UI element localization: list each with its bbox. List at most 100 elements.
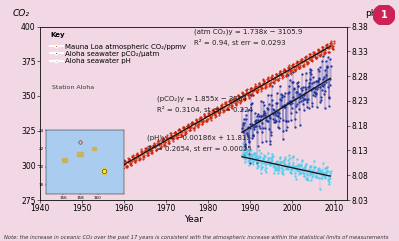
Point <box>256 154 262 158</box>
Point <box>260 100 267 104</box>
Point <box>295 84 302 87</box>
Point <box>265 151 271 155</box>
Point <box>263 162 270 166</box>
Point <box>280 129 286 133</box>
Point <box>323 80 329 84</box>
Point <box>311 166 318 169</box>
Point <box>276 119 282 122</box>
Point <box>279 172 286 175</box>
Point <box>275 171 282 174</box>
Point <box>277 84 284 88</box>
Point <box>77 140 84 143</box>
Point <box>293 167 299 171</box>
Point <box>306 81 312 85</box>
Point <box>241 157 248 161</box>
Point <box>257 118 263 122</box>
Point <box>255 119 262 122</box>
Point <box>286 100 292 104</box>
Point <box>273 168 280 172</box>
Point <box>318 98 324 102</box>
Point <box>286 84 292 88</box>
Point <box>239 153 245 157</box>
Point <box>264 106 271 110</box>
Point <box>312 91 319 95</box>
Point <box>296 167 302 171</box>
Point <box>296 107 302 111</box>
Point <box>268 94 274 97</box>
Point <box>241 153 247 157</box>
Point <box>284 165 290 169</box>
Point <box>278 98 284 102</box>
Point <box>307 67 314 71</box>
Point <box>250 160 257 164</box>
Point <box>296 171 303 175</box>
Point <box>279 104 285 108</box>
Point <box>320 77 326 81</box>
Point <box>328 169 334 173</box>
Point <box>276 168 282 172</box>
Point <box>274 101 280 105</box>
Point <box>322 174 329 177</box>
Point <box>317 65 323 69</box>
Point <box>241 151 247 155</box>
Point <box>262 167 269 171</box>
Point <box>287 100 293 103</box>
Point <box>252 153 258 157</box>
Point <box>254 161 261 165</box>
Point <box>259 130 265 134</box>
Point <box>308 72 314 76</box>
Point <box>279 170 285 174</box>
Point <box>242 143 248 147</box>
Point <box>302 91 308 95</box>
Point <box>283 119 289 123</box>
Point <box>265 114 272 118</box>
Point <box>294 169 301 173</box>
Point <box>255 159 262 163</box>
Point <box>306 164 313 168</box>
Point <box>279 172 285 175</box>
Point <box>263 115 270 119</box>
Circle shape <box>373 5 395 25</box>
Point <box>241 117 247 121</box>
Point <box>322 106 328 110</box>
Point <box>317 187 323 191</box>
Point <box>309 81 316 85</box>
Point <box>245 135 251 139</box>
Text: CO₂: CO₂ <box>12 9 29 18</box>
Point <box>241 121 247 125</box>
Point <box>258 114 265 118</box>
Point <box>282 157 288 161</box>
Text: R² = 0.2654, st err = 0.00025: R² = 0.2654, st err = 0.00025 <box>147 145 252 152</box>
Point <box>268 156 274 160</box>
Point <box>261 103 268 107</box>
Point <box>301 174 307 178</box>
Point <box>281 103 288 107</box>
Point <box>300 98 306 102</box>
Point <box>286 164 292 168</box>
Point <box>290 80 296 84</box>
Point <box>264 119 270 123</box>
Point <box>288 166 295 170</box>
Point <box>323 171 329 174</box>
Point <box>239 141 246 145</box>
Point <box>257 151 264 155</box>
Point <box>302 162 309 166</box>
Point <box>251 125 257 129</box>
Point <box>312 165 318 168</box>
Point <box>302 164 308 168</box>
Point <box>308 178 314 182</box>
Point <box>291 166 298 170</box>
Point <box>324 64 330 68</box>
Point <box>285 158 291 162</box>
Point <box>304 100 310 104</box>
Point <box>289 164 296 168</box>
Point <box>284 167 291 171</box>
Point <box>240 123 247 127</box>
Point <box>272 120 278 124</box>
Point <box>258 171 265 175</box>
Point <box>320 84 326 88</box>
Point <box>248 152 254 156</box>
Point <box>294 168 300 172</box>
Point <box>261 153 267 157</box>
Point <box>256 148 263 152</box>
